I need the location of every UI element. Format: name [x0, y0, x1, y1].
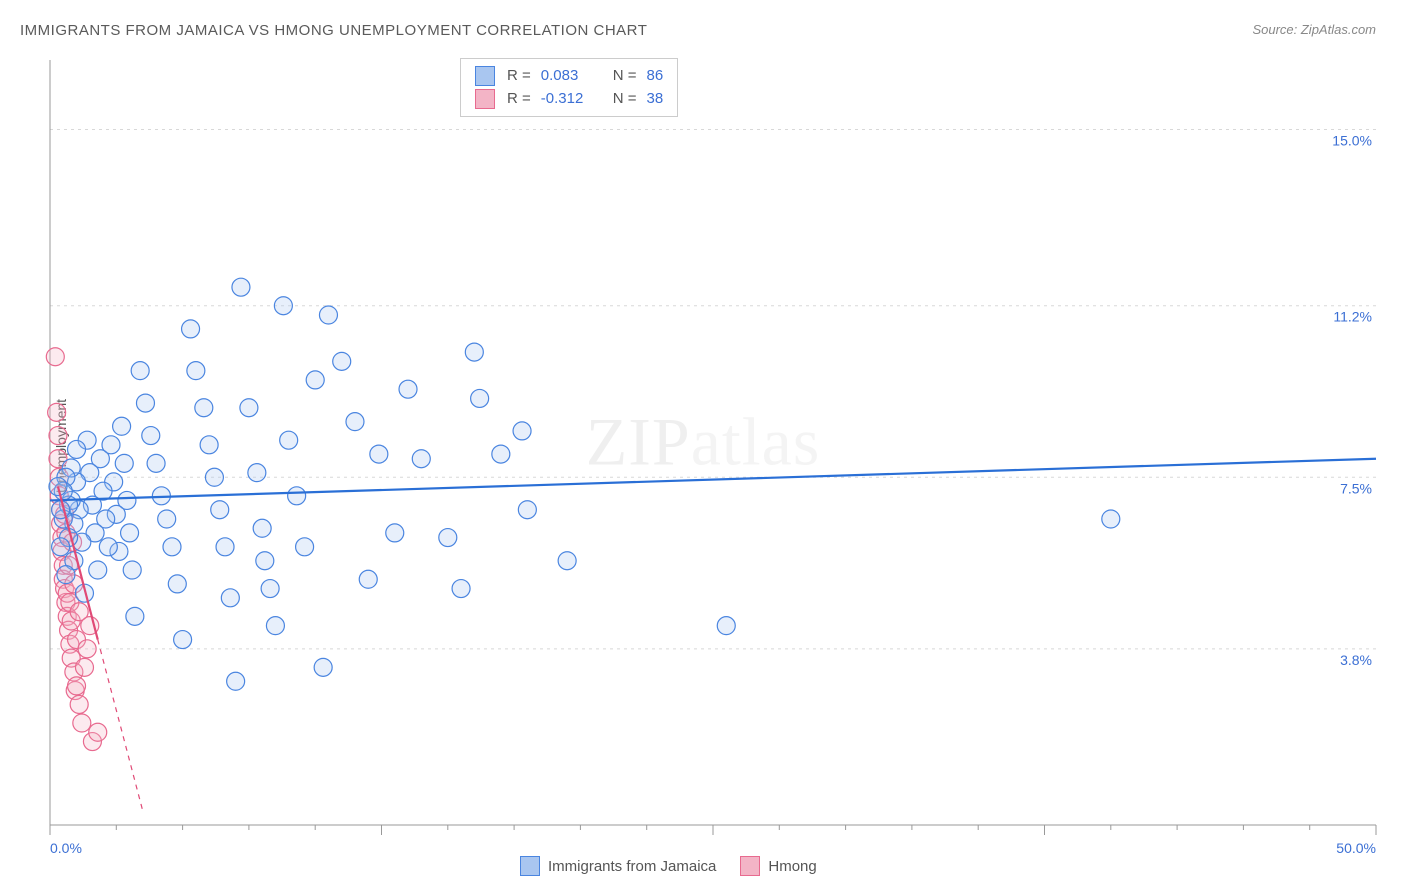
- legend-row-jamaica: R = 0.083 N = 86: [475, 65, 663, 88]
- swatch-icon: [475, 66, 495, 86]
- legend-item-hmong: Hmong: [740, 856, 816, 876]
- svg-text:50.0%: 50.0%: [1336, 840, 1376, 856]
- legend-row-hmong: R = -0.312 N = 38: [475, 88, 663, 111]
- swatch-icon: [520, 856, 540, 876]
- svg-text:15.0%: 15.0%: [1332, 133, 1372, 149]
- correlation-legend: R = 0.083 N = 86 R = -0.312 N = 38: [460, 58, 678, 117]
- svg-text:11.2%: 11.2%: [1333, 309, 1372, 325]
- r-label: R =: [507, 65, 531, 88]
- series-legend: Immigrants from Jamaica Hmong: [520, 856, 817, 876]
- svg-text:3.8%: 3.8%: [1340, 652, 1372, 668]
- n-label: N =: [613, 65, 637, 88]
- swatch-icon: [740, 856, 760, 876]
- svg-text:0.0%: 0.0%: [50, 840, 82, 856]
- r-value: 0.083: [541, 65, 591, 88]
- svg-text:7.5%: 7.5%: [1340, 480, 1372, 496]
- swatch-icon: [475, 89, 495, 109]
- n-value: 38: [647, 88, 664, 111]
- r-value: -0.312: [541, 88, 591, 111]
- legend-label: Hmong: [768, 858, 816, 875]
- correlation-scatter-chart: 3.8% 7.5% 11.2% 15.0% 0.0% 50.0%: [0, 0, 1406, 892]
- legend-label: Immigrants from Jamaica: [548, 858, 716, 875]
- n-value: 86: [647, 65, 664, 88]
- r-label: R =: [507, 88, 531, 111]
- legend-item-jamaica: Immigrants from Jamaica: [520, 856, 716, 876]
- n-label: N =: [613, 88, 637, 111]
